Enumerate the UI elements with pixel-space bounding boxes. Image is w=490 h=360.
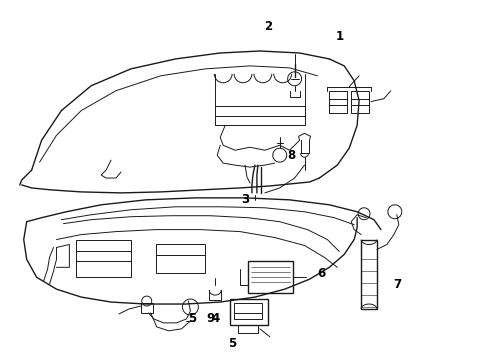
Bar bbox=[248, 261, 293, 293]
Text: 7: 7 bbox=[393, 278, 401, 291]
Text: 9: 9 bbox=[206, 312, 215, 325]
Bar bbox=[329, 91, 347, 113]
Text: 3: 3 bbox=[241, 193, 249, 206]
Text: 2: 2 bbox=[264, 20, 272, 33]
Text: 8: 8 bbox=[288, 149, 296, 162]
Bar bbox=[361, 239, 377, 309]
Bar bbox=[156, 243, 205, 273]
Text: 6: 6 bbox=[318, 267, 325, 280]
Text: 5: 5 bbox=[228, 337, 236, 350]
Bar bbox=[230, 299, 268, 325]
Bar bbox=[234, 303, 262, 319]
Text: 1: 1 bbox=[335, 30, 343, 42]
Bar bbox=[351, 91, 369, 113]
Bar bbox=[76, 239, 131, 277]
Text: 4: 4 bbox=[211, 312, 220, 325]
Bar bbox=[141, 303, 153, 313]
Text: 5: 5 bbox=[188, 312, 196, 325]
